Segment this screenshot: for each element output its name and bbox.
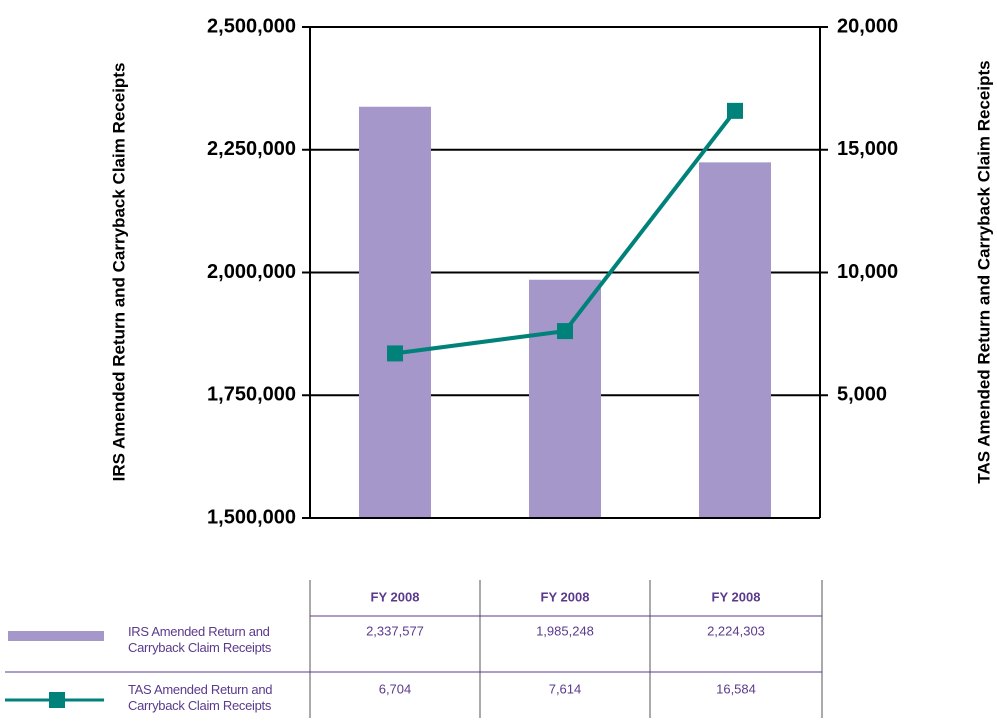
line-marker	[387, 345, 403, 362]
bar	[359, 106, 431, 518]
line-marker	[557, 323, 573, 340]
y2-tick-label: 5,000	[837, 384, 887, 406]
legend-swatch	[49, 692, 65, 708]
table-cell: 16,584	[716, 681, 756, 696]
y2-tick-label: 15,000	[837, 138, 898, 160]
line-marker	[727, 102, 743, 119]
y2-axis-title: TAS Amended Return and Carryback Claim R…	[974, 60, 993, 483]
table-header: FY 2008	[371, 589, 420, 604]
table-cell: 2,224,303	[707, 623, 765, 638]
legend-swatch	[8, 631, 104, 641]
bar	[529, 279, 601, 518]
table-cell: 7,614	[549, 681, 582, 696]
bar	[699, 162, 771, 518]
y-tick-label: 1,750,000	[207, 384, 296, 406]
y-tick-label: 2,250,000	[207, 138, 296, 160]
legend-label: TAS Amended Return and Carryback Claim R…	[128, 682, 273, 713]
table-cell: 2,337,577	[366, 623, 424, 638]
y-tick-label: 2,500,000	[207, 15, 296, 37]
table-cell: 6,704	[379, 681, 412, 696]
table-cell: 1,985,248	[536, 623, 594, 638]
table-header: FY 2008	[541, 589, 590, 604]
y2-tick-label: 10,000	[837, 261, 898, 283]
legend-label: IRS Amended Return and Carryback Claim R…	[128, 624, 272, 655]
table-header: FY 2008	[712, 589, 761, 604]
y-tick-label: 1,500,000	[207, 506, 296, 528]
y-tick-label: 2,000,000	[207, 261, 296, 283]
y-axis-title: IRS Amended Return and Carryback Claim R…	[109, 63, 128, 482]
y2-tick-label: 20,000	[837, 15, 898, 37]
